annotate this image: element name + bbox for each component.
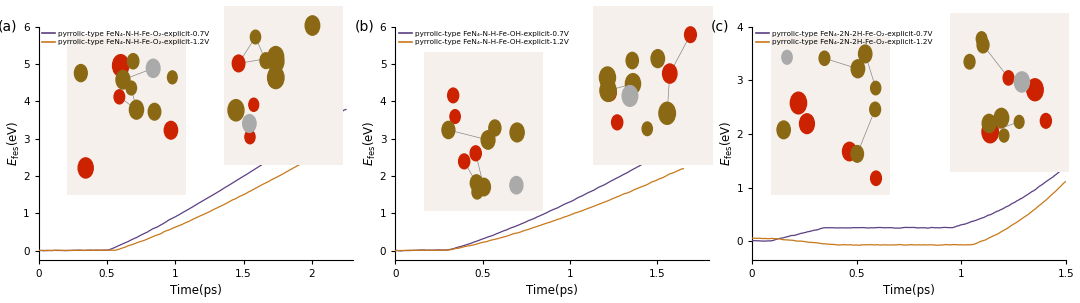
X-axis label: Time(ps): Time(ps) [883, 285, 935, 298]
Legend: pyrrolic-type FeN₄-N-H-Fe-OH-explicit-0.7V, pyrrolic-type FeN₄-N-H-Fe-OH-explici: pyrrolic-type FeN₄-N-H-Fe-OH-explicit-0.… [397, 29, 570, 47]
Text: (a): (a) [0, 20, 17, 34]
X-axis label: Time(ps): Time(ps) [526, 285, 579, 298]
X-axis label: Time(ps): Time(ps) [170, 285, 221, 298]
Text: (c): (c) [712, 20, 730, 34]
Y-axis label: $E_{\rm fes}$(eV): $E_{\rm fes}$(eV) [719, 121, 735, 166]
Y-axis label: $E_{\rm fes}$(eV): $E_{\rm fes}$(eV) [362, 121, 378, 166]
Legend: pyrrolic-type FeN₄-2N-2H-Fe-O₂-explicit-0.7V, pyrrolic-type FeN₄-2N-2H-Fe-O₂-exp: pyrrolic-type FeN₄-2N-2H-Fe-O₂-explicit-… [754, 29, 933, 47]
Legend: pyrrolic-type FeN₄-N-H-Fe-O₂-explicit-0.7V, pyrrolic-type FeN₄-N-H-Fe-O₂-explici: pyrrolic-type FeN₄-N-H-Fe-O₂-explicit-0.… [41, 29, 211, 47]
Text: (b): (b) [354, 20, 375, 34]
Y-axis label: $E_{\rm fes}$(eV): $E_{\rm fes}$(eV) [5, 121, 22, 166]
